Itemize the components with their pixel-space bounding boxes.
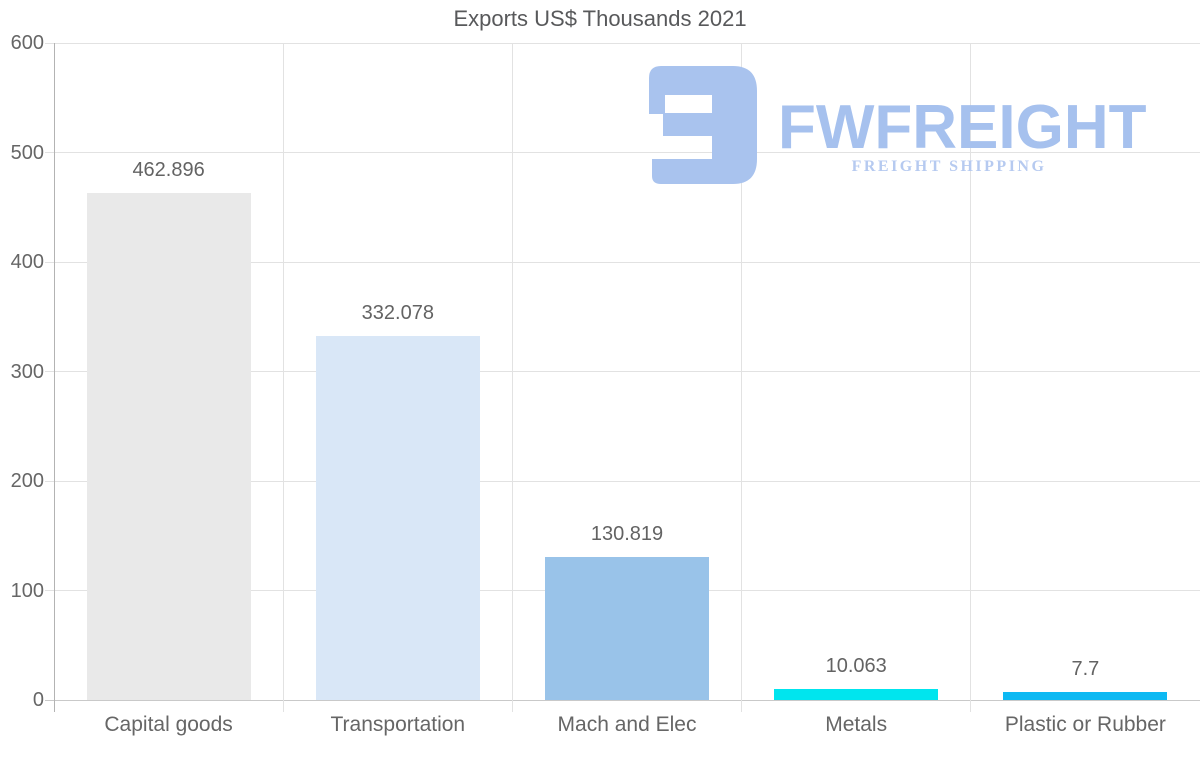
bar-value-capital-goods: 462.896 xyxy=(132,159,205,182)
gridline-x-2 xyxy=(511,43,513,712)
bar-value-metals: 10.063 xyxy=(825,654,887,677)
gridline-y-500 xyxy=(45,152,1200,153)
bar-capital-goods xyxy=(86,193,251,700)
bar-value-transportation: 332.078 xyxy=(361,302,434,325)
gridline-x-1 xyxy=(282,43,284,712)
bar-value-mach-and-elec: 130.819 xyxy=(590,522,664,545)
gridline-y-0 xyxy=(45,699,1200,701)
y-axis-tick-label: 600 xyxy=(10,32,44,54)
x-axis-label-plastic-or-rubber: Plastic or Rubber xyxy=(1004,713,1166,736)
y-axis-tick-label: 300 xyxy=(10,360,44,383)
bar-transportation xyxy=(315,336,480,700)
bar-metals xyxy=(774,688,939,700)
brand-tagline: FREIGHT SHIPPING xyxy=(851,158,1047,175)
gridline-y-200 xyxy=(45,480,1200,482)
gridline-y-300 xyxy=(45,371,1200,372)
brand-wordmark: FWFREIGHT xyxy=(778,93,1147,162)
bar-plastic-or-rubber xyxy=(1003,691,1168,700)
y-axis-tick-label: 400 xyxy=(10,251,44,273)
gridline-y-400 xyxy=(45,261,1200,263)
bar-mach-and-elec xyxy=(545,556,709,700)
y-axis-line xyxy=(53,43,55,712)
gridline-x-3 xyxy=(741,43,743,712)
x-axis-label-metals: Metals xyxy=(825,713,888,736)
gridline-y-600 xyxy=(45,42,1200,44)
y-axis-tick-label: 100 xyxy=(10,579,44,602)
x-axis-label-mach-and-elec: Mach and Elec xyxy=(557,713,697,736)
chart-title: Exports US$ Thousands 2021 xyxy=(453,6,747,31)
bar-value-plastic-or-rubber: 7.7 xyxy=(1071,657,1100,680)
y-axis-tick-label: 500 xyxy=(10,141,44,164)
fwfreight-logo-icon xyxy=(649,66,757,184)
y-axis-tick-label: 0 xyxy=(32,689,44,711)
x-axis-label-capital-goods: Capital goods xyxy=(104,713,233,736)
gridline-x-4 xyxy=(970,43,972,712)
x-axis-label-transportation: Transportation xyxy=(330,713,466,736)
brand-logo: FWFREIGHT FREIGHT SHIPPING xyxy=(649,66,1149,186)
y-axis-tick-label: 200 xyxy=(10,470,44,492)
